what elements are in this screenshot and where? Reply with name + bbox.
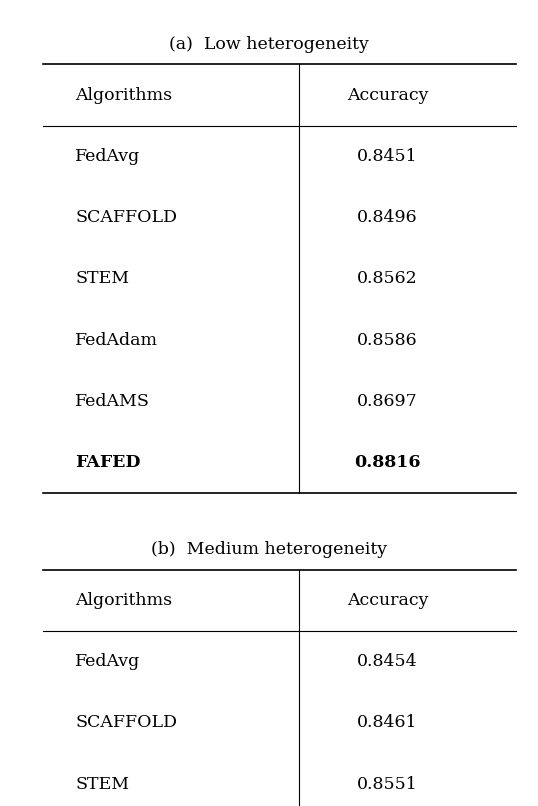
Text: FedAMS: FedAMS [75, 393, 150, 410]
Text: 0.8586: 0.8586 [357, 331, 417, 349]
Text: 0.8454: 0.8454 [357, 653, 417, 671]
Text: 0.8697: 0.8697 [357, 393, 417, 410]
Text: STEM: STEM [75, 270, 130, 288]
Text: Algorithms: Algorithms [75, 592, 173, 609]
Text: FAFED: FAFED [75, 454, 141, 472]
Text: Accuracy: Accuracy [346, 592, 428, 609]
Text: Accuracy: Accuracy [346, 86, 428, 104]
Text: (a)  Low heterogeneity: (a) Low heterogeneity [169, 35, 369, 53]
Text: FedAvg: FedAvg [75, 147, 140, 165]
Text: 0.8562: 0.8562 [357, 270, 417, 288]
Text: SCAFFOLD: SCAFFOLD [75, 714, 178, 732]
Text: (b)  Medium heterogeneity: (b) Medium heterogeneity [151, 541, 387, 559]
Text: 0.8461: 0.8461 [357, 714, 417, 732]
Text: Algorithms: Algorithms [75, 86, 173, 104]
Text: 0.8451: 0.8451 [357, 147, 417, 165]
Text: 0.8496: 0.8496 [357, 209, 417, 226]
Text: FedAdam: FedAdam [75, 331, 158, 349]
Text: FedAvg: FedAvg [75, 653, 140, 671]
Text: 0.8551: 0.8551 [357, 775, 417, 793]
Text: STEM: STEM [75, 775, 130, 793]
Text: SCAFFOLD: SCAFFOLD [75, 209, 178, 226]
Text: 0.8816: 0.8816 [354, 454, 421, 472]
